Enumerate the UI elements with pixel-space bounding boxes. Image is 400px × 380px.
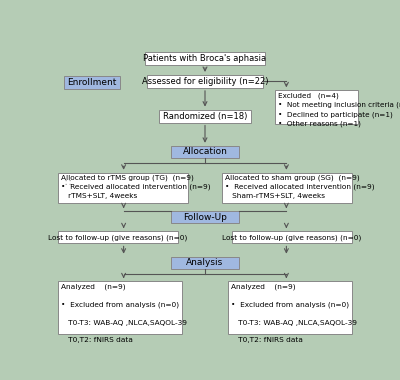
Text: Enrollment: Enrollment: [67, 78, 116, 87]
Text: Assessed for eligibility (n=22): Assessed for eligibility (n=22): [142, 77, 268, 86]
Text: Analyzed    (n=9)

•  Excluded from analysis (n=0)

   T0-T3: WAB-AQ ,NLCA,SAQOL: Analyzed (n=9) • Excluded from analysis …: [231, 283, 357, 343]
Text: Randomized (n=18): Randomized (n=18): [163, 112, 247, 120]
Text: Allocated to sham group (SG)  (n=9)
•  Received allocated intervention (n=9)
   : Allocated to sham group (SG) (n=9) • Rec…: [225, 175, 375, 199]
FancyBboxPatch shape: [58, 231, 178, 244]
Text: Lost to follow-up (give reasons) (n=0): Lost to follow-up (give reasons) (n=0): [222, 234, 362, 241]
Text: Allocated to rTMS group (TG)  (n=9)
•  Received allocated intervention (n=9)
   : Allocated to rTMS group (TG) (n=9) • Rec…: [61, 175, 210, 199]
FancyBboxPatch shape: [64, 76, 120, 90]
Text: Lost to follow-up (give reasons) (n=0): Lost to follow-up (give reasons) (n=0): [48, 234, 188, 241]
Text: Allocation: Allocation: [182, 147, 228, 156]
Text: Analyzed    (n=9)

•  Excluded from analysis (n=0)

   T0-T3: WAB-AQ ,NLCA,SAQOL: Analyzed (n=9) • Excluded from analysis …: [61, 283, 187, 343]
FancyBboxPatch shape: [228, 281, 352, 334]
Text: Analysis: Analysis: [186, 258, 224, 267]
Text: Follow-Up: Follow-Up: [183, 213, 227, 222]
FancyBboxPatch shape: [58, 281, 182, 334]
Text: Patients with Broca's aphasia: Patients with Broca's aphasia: [144, 54, 266, 63]
FancyBboxPatch shape: [171, 256, 239, 269]
FancyBboxPatch shape: [171, 211, 239, 223]
FancyBboxPatch shape: [58, 173, 188, 203]
Text: ∷: ∷: [64, 178, 70, 188]
FancyBboxPatch shape: [232, 231, 352, 244]
FancyBboxPatch shape: [147, 75, 263, 88]
FancyBboxPatch shape: [275, 90, 358, 124]
FancyBboxPatch shape: [159, 109, 251, 123]
Text: Excluded   (n=4)
•  Not meeting inclusion criteria (n=2)
•  Declined to particip: Excluded (n=4) • Not meeting inclusion c…: [278, 93, 400, 127]
FancyBboxPatch shape: [171, 146, 239, 158]
FancyBboxPatch shape: [145, 52, 265, 65]
FancyBboxPatch shape: [222, 173, 352, 203]
